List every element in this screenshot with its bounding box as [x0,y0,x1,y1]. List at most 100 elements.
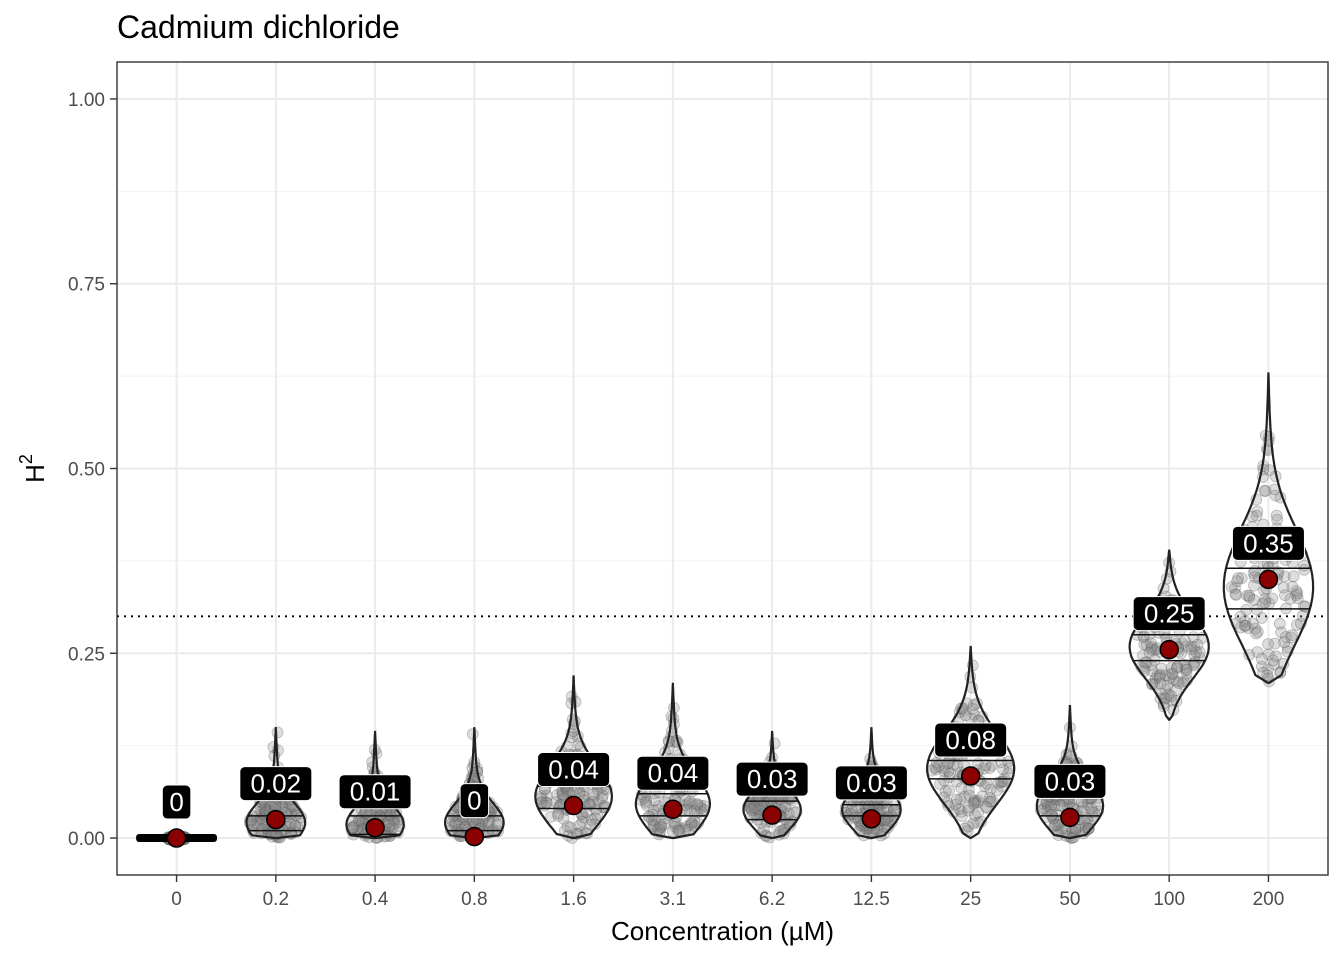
jitter-point [1270,650,1282,663]
jitter-point [1273,617,1286,630]
jitter-point [1258,484,1271,497]
jitter-point [747,797,760,809]
jitter-point [387,814,400,827]
y-tick-label: 0.25 [68,644,105,665]
violin-shape [742,730,802,840]
jitter-point [1251,505,1264,518]
jitter-point [1229,582,1241,594]
jitter-point [455,823,467,836]
value-label-box [1033,763,1107,799]
jitter-point [1247,594,1260,606]
x-tick-label: 1.6 [560,889,586,910]
jitter-point [1151,669,1164,682]
jitter-point [1285,631,1298,644]
jitter-point [695,802,707,815]
jitter-point [679,794,692,806]
jitter-point [1147,644,1159,656]
jitter-point [592,795,605,808]
jitter-point [1153,672,1166,684]
jitter-point [584,818,597,831]
jitter-point [1162,688,1175,701]
jitter-point [1266,592,1279,605]
jitter-point [544,810,557,823]
jitter-point [1269,637,1281,650]
jitter-point [1185,643,1198,656]
jitter-point [963,789,976,802]
value-label: 0.03 [846,768,897,798]
jitter-point [1241,589,1254,602]
jitter-point [1171,661,1183,674]
jitter-point [1259,593,1272,605]
mean-point [1159,639,1179,660]
value-label-box [1231,525,1305,561]
jitter-point [1259,596,1272,609]
jitter-point [256,823,269,836]
jitter-point [929,761,942,774]
jitter-point [387,817,400,829]
mean-point [563,795,584,816]
x-tick-label: 0.2 [263,889,289,910]
jitter-point [536,796,549,808]
value-label-box [239,766,313,802]
jitter-point [1052,819,1065,831]
jitter-point [1250,509,1263,522]
x-axis: 0 0.2 0.4 0.8 1.6 3.1 6.2 12.5 25 50 100 200 [171,875,1284,910]
jitter-point [1286,580,1299,593]
jitter-point [1180,667,1193,680]
jitter-point [1247,617,1259,630]
jitter-point [1042,800,1055,813]
jitter-point [384,808,397,821]
violin-shape [1222,372,1315,684]
jitter-point [925,764,938,777]
jitter-point [348,819,361,832]
jitter-point [686,797,699,810]
jitter-point [1250,627,1262,640]
x-tick-label: 0.4 [362,889,389,910]
jitter-point [694,799,707,812]
y-tick-label: 0.50 [68,460,105,481]
value-label: 0.01 [350,777,401,807]
jitter-point [1248,579,1260,592]
jitter-point [638,792,650,804]
jitter-point [556,788,569,801]
jitter-point [991,784,1003,797]
jitter-point [1180,663,1193,676]
jitter-point [1243,591,1256,604]
jitter-point [657,818,670,831]
x-axis-title: Concentration (µM) [611,916,834,946]
jitter-point [1291,592,1304,605]
violin-group-1.6: 0.04 [534,675,614,844]
jitter-point [980,801,992,813]
x-tick-label: 100 [1153,889,1185,910]
jitter-point [551,789,564,801]
jitter-point [352,814,365,827]
jitter-point [955,782,968,794]
jitter-point [1255,660,1268,673]
violin-shape [840,727,902,840]
jitter-point [938,774,950,787]
jitter-point [947,758,960,771]
jitter-point [976,790,988,803]
jitter-point [1146,678,1158,691]
jitter-point [576,815,589,828]
violin-group-200: 0.35 [1222,372,1315,688]
y-tick-label: 0.00 [68,829,105,850]
jitter-point [1187,631,1200,643]
jitter-point [1188,641,1201,653]
jitter-point [1048,820,1061,833]
y-tick-label: 1.00 [68,90,105,111]
jitter-point [647,820,660,832]
jitter-point [983,795,996,808]
jitter-point [672,824,685,837]
jitter-point [247,820,260,832]
violin-group-50: 0.03 [1033,704,1107,844]
jitter-point [750,809,763,822]
value-label: 0.04 [548,755,599,785]
jitter-point [386,813,399,826]
jitter-point [1085,802,1098,815]
mean-point [960,766,981,786]
violin-group-6.2: 0.03 [735,730,809,844]
jitter-point [577,811,590,824]
jitter-point [978,762,990,775]
